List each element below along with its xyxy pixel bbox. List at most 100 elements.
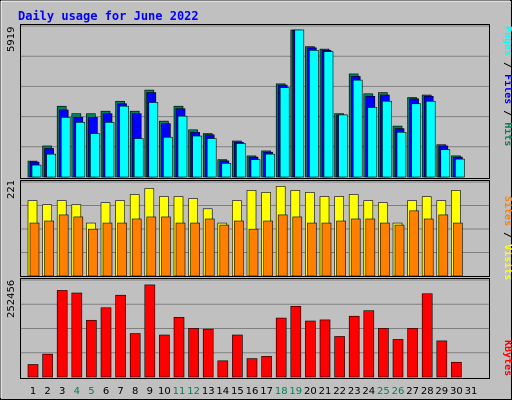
bar-pages <box>279 87 290 178</box>
bar-sites <box>44 220 54 277</box>
day-label: 1 <box>30 386 36 397</box>
bar-kbytes <box>173 317 185 378</box>
legend-files: Files <box>502 74 512 104</box>
bar-sites <box>190 222 200 277</box>
bar-kbytes <box>451 361 462 378</box>
day-label: 19 <box>289 386 302 397</box>
legend-visits: Visits <box>502 244 512 280</box>
day-label: 24 <box>362 386 375 397</box>
bar-sites <box>234 220 244 277</box>
bar-sites <box>161 216 171 277</box>
bar-kbytes <box>305 320 316 378</box>
bar-sites <box>394 224 405 277</box>
bar-kbytes <box>392 339 404 378</box>
bar-kbytes <box>261 356 272 378</box>
day-label: 2 <box>44 386 50 397</box>
day-label: 9 <box>147 386 153 397</box>
day-label: 21 <box>319 386 332 397</box>
axis-max-top: 5919 <box>6 27 17 52</box>
legend-bottom: KBytes <box>502 340 512 376</box>
day-label: 11 <box>173 386 186 397</box>
bar-pages <box>309 50 319 178</box>
bar-pages <box>221 163 232 178</box>
bar-pages <box>382 100 392 178</box>
bar-pages <box>352 79 363 178</box>
bar-kbytes <box>275 317 287 378</box>
bar-kbytes <box>436 340 448 378</box>
bar-pages <box>367 107 378 178</box>
bar-sites <box>58 214 69 277</box>
bar-kbytes <box>129 333 141 378</box>
day-label: 7 <box>117 386 123 397</box>
day-label: 3 <box>59 386 65 397</box>
bar-pages <box>396 131 407 178</box>
bar-sites <box>380 222 390 277</box>
bar-sites <box>350 218 361 277</box>
bar-kbytes <box>348 315 360 378</box>
day-label: 18 <box>275 386 288 397</box>
day-label: 22 <box>333 386 346 397</box>
bar-pages <box>104 122 115 178</box>
bar-sites <box>263 220 273 277</box>
bar-pages <box>425 100 436 178</box>
day-label: 13 <box>202 386 215 397</box>
bar-kbytes <box>100 307 112 378</box>
day-label: 5 <box>88 386 94 397</box>
day-label: 14 <box>216 386 229 397</box>
legend-middle-text: Sites / Visits <box>502 196 512 280</box>
day-label: 25 <box>377 386 390 397</box>
bar-kbytes <box>246 358 258 378</box>
bar-pages <box>323 51 334 178</box>
bar-kbytes <box>407 328 418 378</box>
bar-pages <box>90 133 100 178</box>
bar-kbytes <box>159 334 170 378</box>
legend-kbytes: KBytes <box>502 340 512 376</box>
bar-sites <box>204 218 215 277</box>
bar-kbytes <box>232 334 243 378</box>
legend-top: Pages / Files / Hits <box>502 26 512 146</box>
chart-title: Daily usage for June 2022 <box>18 9 199 23</box>
axis-max-middle: 221 <box>6 180 17 199</box>
bar-sites <box>453 222 463 277</box>
bar-sites <box>277 214 288 277</box>
bar-kbytes <box>42 353 53 378</box>
bar-sites <box>321 222 332 277</box>
bar-pages <box>338 114 348 178</box>
bar-kbytes <box>334 336 345 378</box>
legend-separator: / <box>502 104 512 122</box>
legend-bottom-text: KBytes <box>502 340 512 376</box>
bar-sites <box>307 222 317 277</box>
day-label: 15 <box>231 386 244 397</box>
day-label: 29 <box>435 386 448 397</box>
bar-pages <box>46 153 56 178</box>
bar-kbytes <box>144 284 156 378</box>
day-label: 17 <box>260 386 273 397</box>
bar-sites <box>73 216 84 277</box>
day-label: 30 <box>450 386 463 397</box>
day-label: 4 <box>74 386 80 397</box>
bar-pages <box>31 164 42 178</box>
day-label: 23 <box>348 386 361 397</box>
bar-pages <box>192 135 202 178</box>
legend-hits: Hits <box>502 122 512 146</box>
day-label: 12 <box>187 386 200 397</box>
bar-pages <box>236 143 246 178</box>
day-label: 20 <box>304 386 317 397</box>
bar-kbytes <box>115 294 126 378</box>
bar-sites <box>248 228 259 277</box>
bar-pages <box>294 29 305 178</box>
bar-kbytes <box>27 364 39 378</box>
legend-middle: Sites / Visits <box>502 196 512 280</box>
bar-kbytes <box>378 328 389 378</box>
bar-kbytes <box>202 328 214 378</box>
bar-kbytes <box>217 360 229 378</box>
day-label: 26 <box>392 386 405 397</box>
bar-pages <box>411 103 421 178</box>
day-label: 16 <box>246 386 259 397</box>
bar-kbytes <box>290 305 302 378</box>
bar-sites <box>423 218 434 277</box>
bars <box>27 29 465 378</box>
bar-kbytes <box>71 292 83 378</box>
bar-pages <box>75 122 86 178</box>
